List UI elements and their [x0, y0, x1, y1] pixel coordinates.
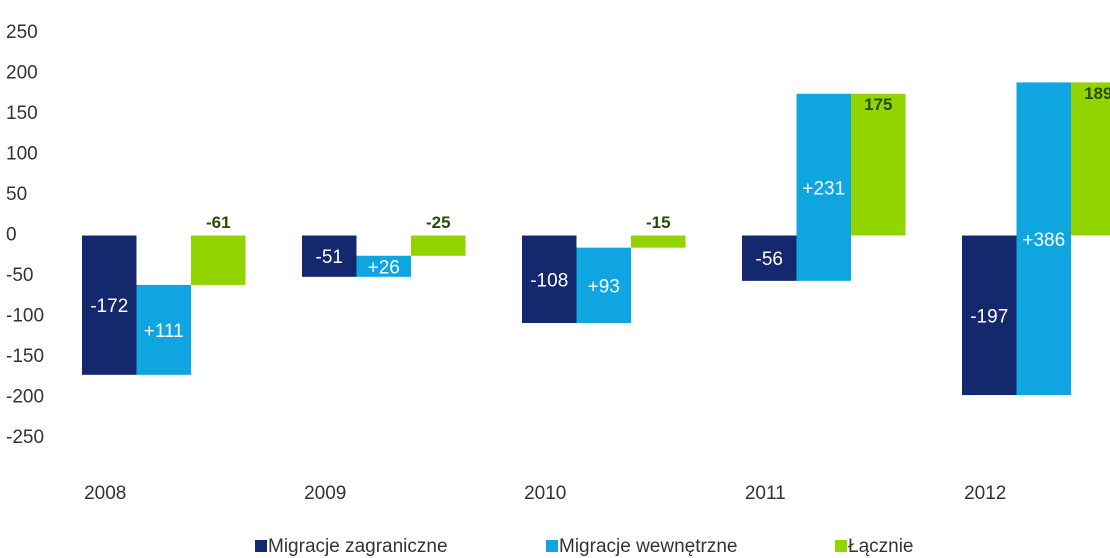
bar [796, 93, 851, 281]
legend-swatch [835, 540, 847, 552]
legend-swatch [546, 540, 558, 552]
y-tick-label: -100 [6, 306, 44, 327]
bar [851, 93, 906, 236]
bar [191, 235, 246, 285]
data-label: +93 [588, 276, 620, 297]
bar [631, 235, 686, 248]
y-tick-label: -200 [6, 387, 44, 408]
data-label: -108 [530, 270, 568, 291]
bar [962, 235, 1017, 396]
data-label: 189 [1084, 84, 1110, 103]
y-tick-label: 200 [6, 63, 38, 84]
data-label: -61 [206, 213, 231, 232]
data-label: -56 [756, 249, 783, 270]
bar [302, 235, 357, 277]
bar [82, 235, 137, 375]
x-tick-label: 2008 [84, 483, 126, 504]
y-tick-label: -50 [6, 265, 33, 286]
x-tick-label: 2012 [964, 483, 1006, 504]
data-label: -25 [426, 213, 451, 232]
bar [522, 235, 577, 323]
legend-swatch [255, 540, 267, 552]
y-tick-label: -150 [6, 346, 44, 367]
y-tick-label: 50 [6, 184, 27, 205]
bar [411, 235, 466, 256]
bar [356, 255, 411, 277]
y-tick-label: -250 [6, 427, 44, 448]
data-label: 175 [864, 95, 892, 114]
bar [136, 284, 191, 375]
data-label: -51 [316, 247, 343, 268]
data-label: +111 [144, 321, 184, 342]
legend-label: Migracje wewnętrzne [559, 536, 737, 557]
data-label: -15 [646, 213, 671, 232]
bar [576, 247, 631, 323]
x-tick-label: 2010 [524, 483, 566, 504]
x-tick-label: 2009 [304, 483, 346, 504]
bar [1016, 82, 1071, 396]
bar [1071, 82, 1110, 236]
y-tick-label: 0 [6, 225, 17, 246]
y-tick-label: 100 [6, 144, 38, 165]
legend-label: Łącznie [848, 536, 914, 557]
x-tick-label: 2011 [745, 483, 786, 504]
y-tick-label: 250 [6, 22, 38, 43]
y-tick-label: 150 [6, 103, 38, 124]
legend-label: Migracje zagraniczne [268, 536, 448, 557]
data-label: -172 [90, 296, 128, 317]
data-label: -197 [970, 306, 1008, 327]
data-label: +26 [368, 257, 400, 278]
bar [742, 235, 797, 281]
data-label: +231 [802, 178, 845, 199]
data-label: +386 [1022, 230, 1065, 251]
